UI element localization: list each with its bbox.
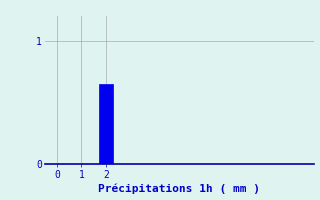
Bar xyxy=(99,84,113,164)
X-axis label: Précipitations 1h ( mm ): Précipitations 1h ( mm ) xyxy=(98,184,260,194)
